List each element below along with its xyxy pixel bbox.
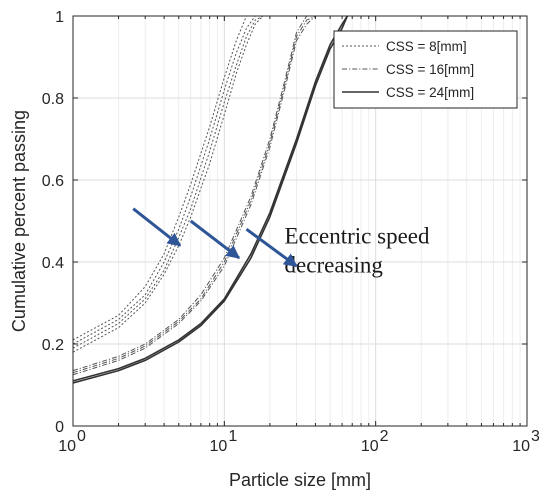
tick-marks bbox=[72, 15, 527, 427]
grid bbox=[73, 16, 527, 426]
series-line bbox=[72, 15, 349, 382]
y-tick-label: 0 bbox=[55, 419, 64, 436]
annotation-arrow bbox=[189, 219, 241, 260]
x-tick-label-base: 10 bbox=[361, 438, 379, 455]
series-line bbox=[72, 15, 316, 376]
annotation-arrow bbox=[132, 207, 182, 247]
legend: CSS = 8[mm] CSS = 16[mm] CSS = 24[mm] bbox=[333, 30, 518, 109]
series-line bbox=[72, 15, 316, 374]
y-tick-label: 0.6 bbox=[42, 173, 64, 190]
x-tick-label-exponent: 2 bbox=[380, 428, 389, 445]
y-tick-label: 0.8 bbox=[42, 91, 64, 108]
series-line bbox=[72, 15, 270, 349]
y-tick-label: 1 bbox=[55, 9, 64, 26]
y-tick-labels: 0 0.2 0.4 0.6 0.8 1 bbox=[42, 9, 64, 436]
x-tick-label-base: 10 bbox=[512, 438, 530, 455]
series-line bbox=[72, 15, 349, 384]
x-axis-label: Particle size [mm] bbox=[229, 470, 371, 490]
plot-frame bbox=[72, 15, 528, 427]
x-tick-label-exponent: 0 bbox=[77, 428, 86, 445]
x-tick-label-exponent: 1 bbox=[228, 428, 237, 445]
y-axis-label: Cumulative percent passing bbox=[9, 110, 29, 332]
annotation-group: Eccentric speed decreasing bbox=[132, 207, 430, 277]
series-line bbox=[72, 15, 270, 353]
y-tick-label: 0.4 bbox=[42, 255, 64, 272]
x-tick-label-base: 10 bbox=[210, 438, 228, 455]
legend-label: CSS = 16[mm] bbox=[386, 62, 474, 77]
annotation-line-2: decreasing bbox=[285, 252, 384, 277]
legend-label: CSS = 8[mm] bbox=[386, 39, 467, 54]
y-tick-label: 0.2 bbox=[42, 337, 64, 354]
x-tick-label-exponent: 3 bbox=[531, 428, 540, 445]
x-tick-label-base: 10 bbox=[58, 438, 76, 455]
annotation-line-1: Eccentric speed bbox=[285, 224, 430, 249]
legend-label: CSS = 24[mm] bbox=[386, 85, 474, 100]
series-line bbox=[72, 15, 316, 372]
annotation-arrow bbox=[245, 227, 298, 268]
